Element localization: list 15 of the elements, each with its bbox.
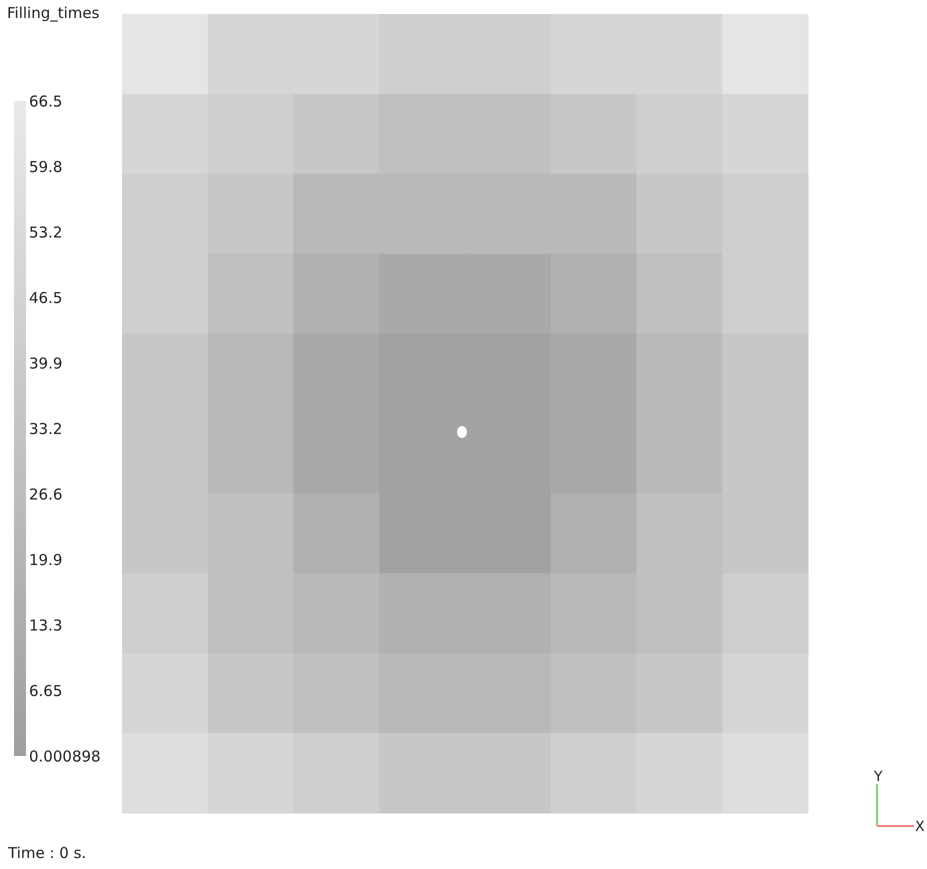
color-bar-label: 59.8	[29, 158, 62, 176]
text: Time : 0 s.	[7, 844, 86, 862]
color-bar-label: 46.5	[29, 289, 62, 308]
text: Y	[873, 769, 883, 785]
color-bar-label: 53.2	[29, 223, 62, 242]
color-bar-label: 19.9	[29, 551, 62, 570]
color-bar-label: 39.9	[29, 354, 62, 372]
text: X	[915, 819, 925, 835]
color-bar-label: 6.65	[29, 682, 62, 700]
color-bar-label: 0.000898	[29, 747, 101, 766]
color-bar-label: 26.6	[29, 485, 62, 504]
color-bar-label: 66.5	[29, 92, 62, 110]
color-bar-label: 33.2	[29, 420, 62, 438]
chart-title: Filling_times	[7, 4, 100, 22]
color-bar-label: 13.3	[29, 616, 62, 634]
